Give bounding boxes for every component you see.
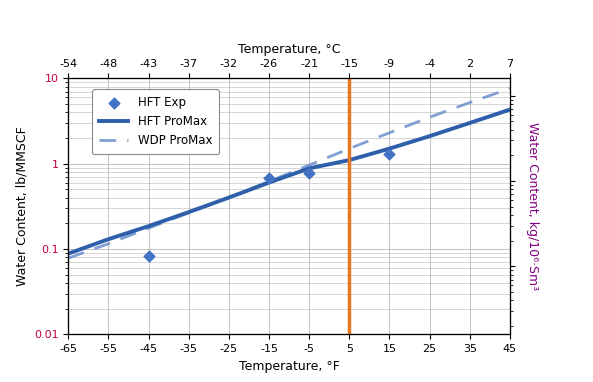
Line: WDP ProMax: WDP ProMax [68,89,510,258]
HFT ProMax [65,251,72,256]
Y-axis label: Water Content, lb/MMSCF: Water Content, lb/MMSCF [15,126,28,286]
X-axis label: Temperature, °C: Temperature, °C [238,43,340,56]
WDP ProMax [185,210,192,215]
Y-axis label: Water Content, kg/10⁶·Sm³: Water Content, kg/10⁶·Sm³ [526,122,539,290]
HFT ProMax [346,158,353,162]
HFT Exp [144,253,153,259]
HFT ProMax [225,195,232,200]
HFT ProMax [105,237,112,241]
HFT ProMax [266,180,273,185]
WDP ProMax [466,100,473,105]
HFT Exp [264,175,274,181]
WDP ProMax [305,163,313,167]
WDP ProMax [65,256,72,261]
HFT ProMax [305,166,313,171]
WDP ProMax [225,195,232,200]
HFT Exp [304,170,314,176]
WDP ProMax [266,179,273,184]
HFT ProMax [506,107,514,112]
WDP ProMax [386,131,393,135]
WDP ProMax [346,146,353,151]
WDP ProMax [105,241,112,246]
Legend: HFT Exp, HFT ProMax, WDP ProMax: HFT Exp, HFT ProMax, WDP ProMax [92,89,219,154]
HFT ProMax [185,210,192,214]
HFT ProMax [426,134,433,138]
WDP ProMax [145,226,152,230]
WDP ProMax [506,86,514,91]
HFT ProMax [386,146,393,151]
X-axis label: Temperature, °F: Temperature, °F [238,359,340,372]
HFT Exp [385,151,394,157]
HFT ProMax [466,121,473,125]
Line: HFT ProMax: HFT ProMax [68,110,510,254]
HFT ProMax [145,224,152,228]
WDP ProMax [426,115,433,120]
